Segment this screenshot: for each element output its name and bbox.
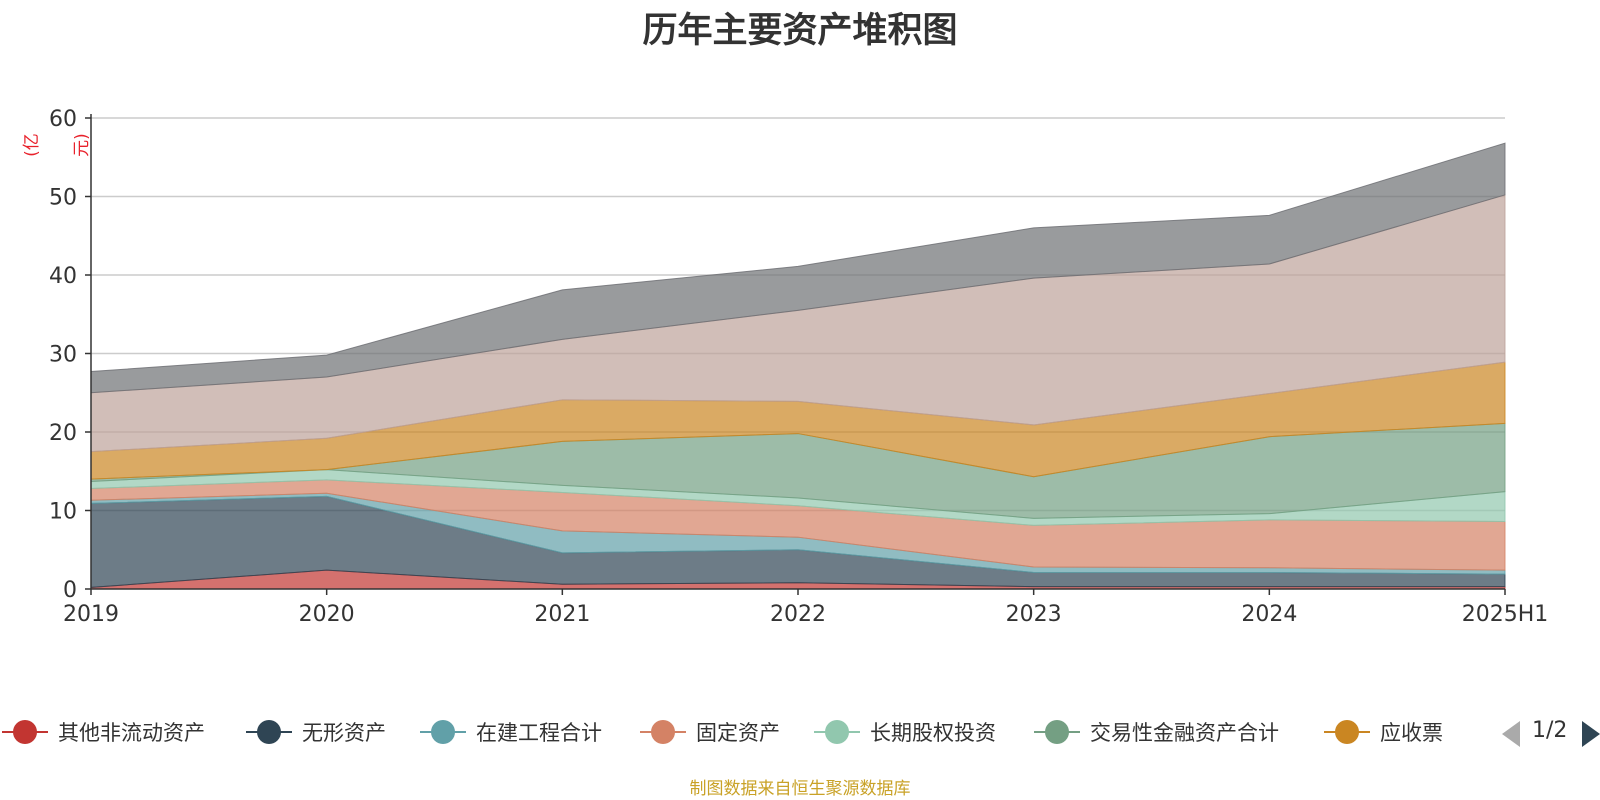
legend-label: 长期股权投资: [870, 721, 996, 745]
y-tick-label: 40: [49, 264, 77, 289]
area-series-8: [90, 142, 1506, 394]
x-tick-label: 2019: [63, 602, 119, 627]
y-tick-label: 30: [49, 343, 77, 368]
legend-marker-icon: [1032, 712, 1082, 752]
legend-marker-icon: [244, 712, 294, 752]
legend-label: 在建工程合计: [476, 721, 602, 745]
y-tick-label: 0: [63, 578, 77, 603]
axes: 0 10 20 30 40 50 60 2019 2020 2021 2022 2023 2024 202…: [49, 107, 1548, 627]
legend-label: 其他非流动资产: [58, 721, 205, 745]
legend-item-construction-in-progress[interactable]: 在建工程合计: [418, 712, 602, 752]
legend-label: 应收票: [1380, 721, 1443, 745]
legend-pager: 1/2: [1502, 712, 1600, 752]
x-tick-label: 2022: [770, 602, 826, 627]
legend-item-trading-financial-assets[interactable]: 交易性金融资产合计: [1032, 712, 1279, 752]
legend-label: 固定资产: [696, 721, 780, 745]
legend-label: 交易性金融资产合计: [1090, 721, 1279, 745]
legend-marker-icon: [638, 712, 688, 752]
legend-marker-icon: [0, 712, 50, 752]
legend-marker-icon: [812, 712, 862, 752]
chart-title: 历年主要资产堆积图: [642, 11, 958, 51]
y-tick-label: 20: [49, 421, 77, 446]
previous-page-icon[interactable]: [1502, 721, 1520, 747]
legend-marker-icon: [1322, 712, 1372, 752]
legend-item-intangible-assets[interactable]: 无形资产: [244, 712, 386, 752]
legend-label: 无形资产: [302, 721, 386, 745]
x-tick-label: 2020: [299, 602, 355, 627]
y-tick-label: 60: [49, 107, 77, 132]
legend-item-other-noncurrent-assets[interactable]: 其他非流动资产: [0, 712, 205, 752]
legend: 其他非流动资产 无形资产 在建工程合计 固定资产 长期股权投资: [0, 712, 1600, 752]
area-series: [90, 142, 1506, 590]
y-tick-label: 50: [49, 186, 77, 211]
legend-item-long-term-equity-investment[interactable]: 长期股权投资: [812, 712, 996, 752]
x-tick-label: 2023: [1006, 602, 1062, 627]
legend-marker-icon: [418, 712, 468, 752]
x-tick-label: 2021: [534, 602, 590, 627]
legend-item-notes-receivable[interactable]: 应收票: [1322, 712, 1443, 752]
next-page-icon[interactable]: [1582, 721, 1600, 747]
y-tick-label: 10: [49, 500, 77, 525]
x-tick-label: 2024: [1241, 602, 1297, 627]
legend-item-fixed-assets[interactable]: 固定资产: [638, 712, 780, 752]
page-indicator: 1/2: [1532, 718, 1568, 743]
x-tick-label: 2025H1: [1462, 602, 1549, 627]
data-source-note: 制图数据来自恒生聚源数据库: [689, 779, 911, 799]
